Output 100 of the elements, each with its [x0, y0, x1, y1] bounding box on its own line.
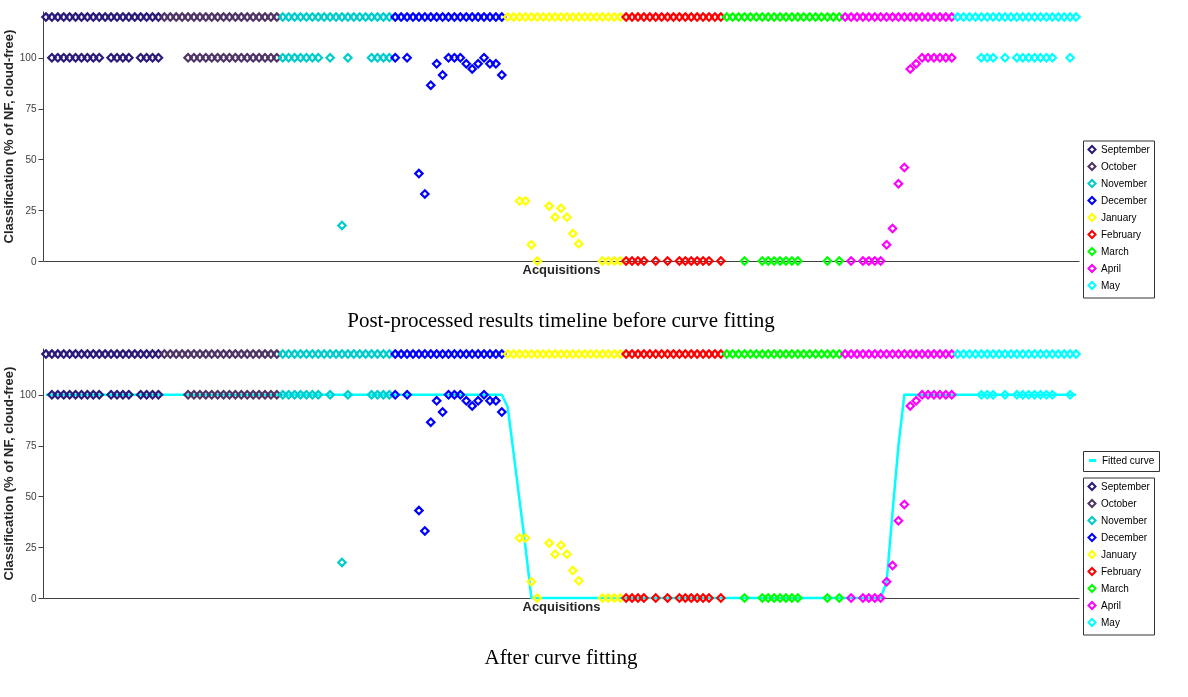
point [674, 593, 685, 603]
x-axis-title: Acquisitions [522, 598, 601, 614]
legend-label: March [1101, 582, 1129, 594]
point [905, 401, 916, 411]
point [686, 256, 697, 266]
y-tick-label: 100 [19, 389, 37, 401]
point [289, 389, 300, 400]
point [230, 52, 241, 63]
legend-label: February [1101, 565, 1142, 577]
point [106, 389, 116, 400]
legend-label: November [1101, 514, 1148, 526]
point [692, 593, 702, 603]
y-tick-label: 50 [25, 153, 37, 165]
legend-label: October [1101, 160, 1138, 172]
point [496, 407, 507, 417]
point [189, 52, 199, 63]
point [47, 52, 57, 63]
point [662, 256, 673, 266]
point [449, 52, 460, 63]
point [325, 389, 335, 400]
point [272, 389, 282, 400]
point [206, 52, 217, 63]
point [887, 223, 898, 234]
point [277, 389, 288, 400]
point [935, 52, 945, 63]
point [769, 593, 779, 603]
point [775, 593, 785, 603]
point [425, 80, 436, 90]
point [757, 256, 768, 266]
point [520, 533, 531, 543]
text: Post-processed results timeline before curve fitting [347, 308, 776, 332]
point [414, 168, 424, 179]
point [621, 256, 631, 266]
point [1065, 389, 1075, 400]
x-axis-title: Acquisitions [522, 261, 601, 277]
point [420, 189, 430, 199]
point [520, 196, 531, 206]
point [242, 52, 253, 63]
point [562, 212, 572, 223]
point [763, 593, 774, 603]
point [633, 256, 643, 266]
point [70, 389, 81, 400]
point [946, 389, 957, 400]
point [141, 389, 152, 400]
point [781, 256, 791, 266]
point [313, 389, 324, 400]
point [301, 389, 312, 400]
point [118, 389, 128, 400]
point [242, 389, 253, 400]
point [491, 396, 501, 406]
point [1065, 52, 1075, 63]
point [792, 256, 803, 266]
point [183, 52, 193, 63]
legend-label: May [1101, 616, 1120, 628]
point [869, 593, 880, 603]
point [757, 593, 768, 603]
point [153, 389, 164, 400]
point [858, 593, 868, 603]
point [437, 70, 448, 80]
y-tick-label: 50 [25, 490, 37, 502]
point [325, 52, 335, 63]
point [52, 389, 63, 400]
point [64, 52, 75, 63]
point [47, 389, 57, 400]
point [141, 52, 152, 63]
y-tick-label: 75 [25, 103, 37, 115]
point [431, 396, 442, 406]
point [254, 52, 264, 63]
point [455, 52, 466, 63]
point [858, 256, 868, 266]
point [627, 593, 637, 603]
point [307, 389, 318, 400]
point [662, 593, 673, 603]
point [183, 389, 193, 400]
legend-label: April [1101, 262, 1122, 274]
point [124, 389, 134, 400]
point [402, 52, 412, 63]
point [781, 593, 791, 603]
point [1047, 52, 1058, 63]
point [550, 549, 560, 560]
point [218, 52, 229, 63]
legend-label: January [1101, 548, 1137, 560]
point [461, 396, 472, 406]
point [248, 389, 258, 400]
point [372, 389, 383, 400]
point [899, 499, 910, 510]
point [739, 593, 750, 603]
point [58, 52, 69, 63]
point [200, 389, 211, 400]
point [82, 389, 93, 400]
point [295, 389, 306, 400]
point [135, 52, 146, 63]
point [431, 59, 442, 69]
point [272, 52, 282, 63]
point [153, 52, 164, 63]
point [473, 59, 483, 69]
point [893, 178, 904, 189]
point [491, 59, 501, 69]
point [917, 389, 927, 400]
point [479, 389, 489, 400]
